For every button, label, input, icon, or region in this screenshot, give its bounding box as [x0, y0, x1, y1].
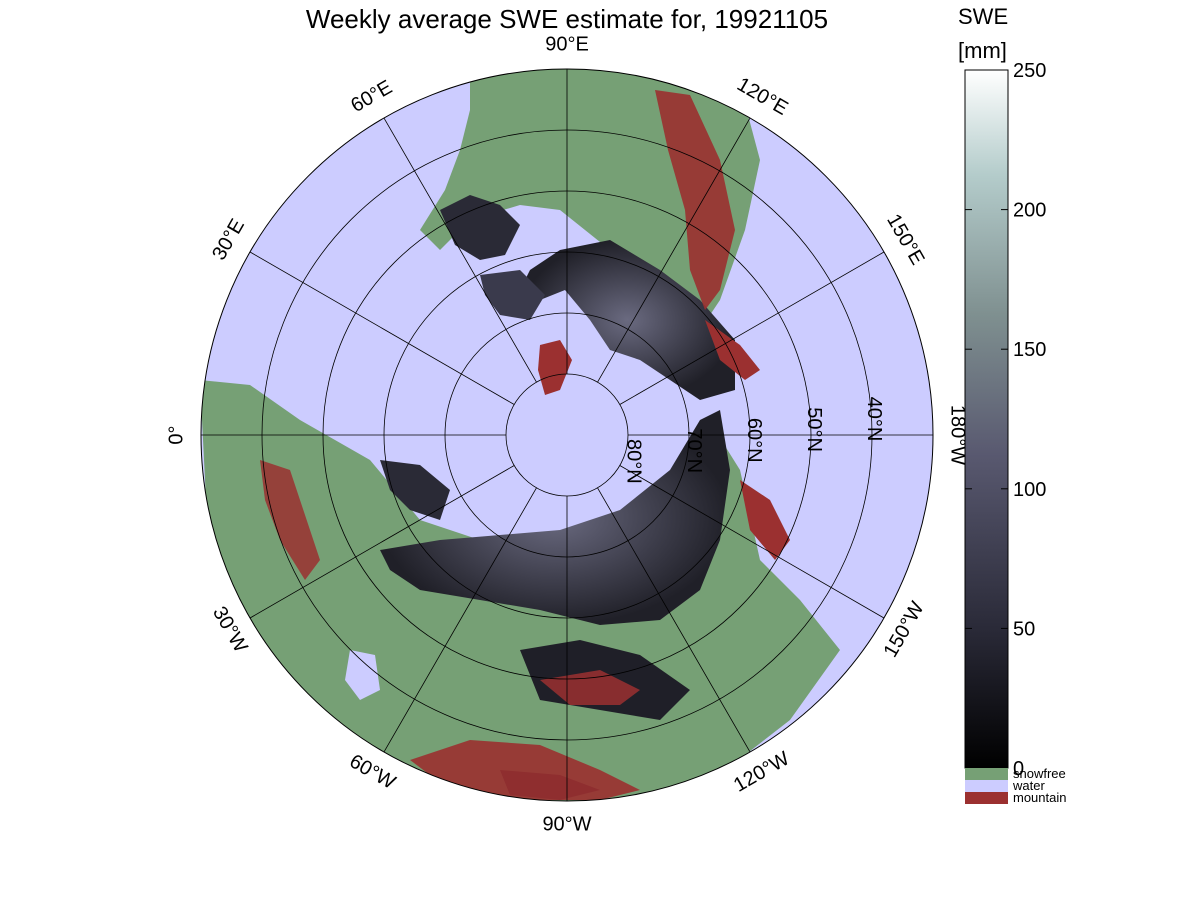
snow-patch-scandinavia	[380, 460, 450, 520]
colorbar-tick-label: 100	[1013, 479, 1046, 501]
colorbar-unit: [mm]	[958, 38, 1007, 63]
legend-swatch	[965, 780, 1008, 792]
meridian-line	[249, 465, 515, 619]
mountain-rockies	[655, 90, 735, 310]
mountain-himalaya	[410, 740, 640, 800]
meridian-label: 120°E	[733, 73, 791, 119]
meridian-line	[619, 465, 885, 619]
parallel-label: 60°N	[743, 418, 765, 463]
snow-cover-siberia	[380, 410, 730, 625]
lake-caspian	[345, 650, 380, 700]
meridian-label: 60°E	[347, 76, 396, 117]
colorbar-tick-label: 150	[1013, 339, 1046, 361]
legend-swatch	[965, 792, 1008, 804]
colorbar-gradient	[964, 69, 1009, 769]
meridian-line	[619, 251, 885, 405]
legend-swatch	[965, 768, 1008, 780]
colorbar-ticks: 0 50 100 150 200 250	[965, 60, 1046, 780]
meridian-line	[383, 117, 537, 383]
map-boundary	[200, 68, 934, 802]
meridian-line	[597, 487, 751, 753]
meridian-label: 150°E	[882, 210, 928, 268]
meridian-label: 90°E	[545, 33, 589, 55]
colorbar: 0 50 100 150 200 250	[964, 60, 1046, 780]
legend-label: water	[1012, 778, 1045, 793]
meridian-label: 180°W	[947, 405, 969, 465]
mountain-europe	[260, 460, 320, 580]
map-disk	[201, 69, 933, 801]
legend-label: snowfree	[1013, 766, 1066, 781]
snow-cover-canada	[520, 240, 735, 400]
legend-label: mountain	[1013, 790, 1066, 805]
meridian-line	[249, 251, 515, 405]
parallel-label: 70°N	[683, 428, 705, 473]
meridian-label: 30°E	[208, 215, 249, 264]
parallel-label: 80°N	[623, 439, 645, 484]
snow-patch-greenland-edge	[480, 270, 545, 320]
colorbar-tick-label: 0	[1013, 758, 1024, 780]
meridian-line	[383, 487, 537, 753]
mountain-greenland-patch	[538, 340, 572, 395]
map-title: Weekly average SWE estimate for, 1992110…	[305, 4, 829, 34]
mountain-alaska	[705, 320, 760, 380]
meridian-line	[597, 117, 751, 383]
mountain-east-asia	[740, 480, 790, 560]
colorbar-tick-label: 250	[1013, 60, 1046, 82]
colorbar-title: SWE	[958, 4, 1009, 29]
snow-patch-hudson	[440, 195, 520, 260]
meridian-label: 90°W	[542, 813, 591, 835]
meridian-label: 60°W	[346, 750, 400, 794]
meridian-label: 30°W	[208, 603, 252, 657]
parallel-label: 40°N	[863, 397, 885, 442]
meridian-label: 0°	[165, 425, 187, 444]
colorbar-tick-label: 50	[1013, 618, 1035, 640]
parallel-label: 50°N	[803, 407, 825, 452]
colorbar-tick-label: 200	[1013, 200, 1046, 222]
longitude-grid	[201, 69, 933, 801]
parallel-labels: 80°N 70°N 60°N 50°N 40°N	[623, 397, 885, 484]
